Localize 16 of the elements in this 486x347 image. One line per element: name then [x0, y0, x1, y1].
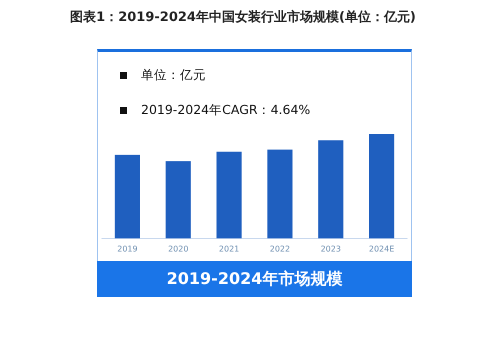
x-tick-label: 2024E: [368, 244, 394, 254]
x-tick-label: 2022: [270, 244, 290, 254]
text: 2019-2024年CAGR：4.64%: [141, 102, 310, 119]
chart-title: 图表1：2019-2024年中国女装行业市场规模(单位：亿元): [69, 8, 417, 26]
text: 2019-2024年市场规模: [97, 261, 412, 297]
bar: [267, 150, 292, 238]
bar: [369, 134, 394, 238]
x-tick-label: 2020: [168, 244, 188, 254]
text: 单位：亿元: [141, 67, 206, 84]
x-tick-label: 2023: [320, 244, 341, 254]
x-tick-label: 2021: [218, 244, 240, 254]
bar: [166, 161, 191, 238]
x-tick-label: 2019: [117, 244, 138, 254]
bar: [216, 152, 242, 238]
bar: [318, 140, 344, 238]
bar: [114, 154, 140, 238]
